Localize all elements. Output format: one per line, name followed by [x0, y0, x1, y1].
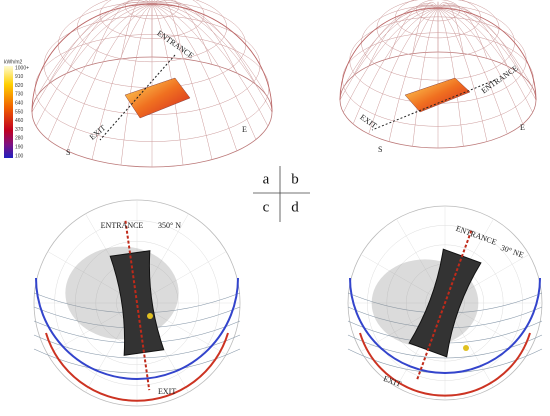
building	[124, 77, 191, 119]
panel-label: d	[291, 199, 299, 215]
axis-arrow	[124, 220, 151, 391]
sun-arc-red	[359, 332, 531, 397]
legend-label: 280	[15, 136, 24, 142]
legend-label: 820	[15, 83, 24, 89]
entrance-label: ENTRANCE	[480, 63, 520, 95]
compass-label: E	[242, 125, 247, 134]
dome-outline	[31, 3, 273, 113]
legend-label: 460	[15, 118, 24, 124]
dome-outline	[339, 7, 537, 101]
sun	[463, 345, 469, 351]
building	[404, 77, 471, 113]
sky-spoke	[360, 254, 446, 304]
layout	[31, 0, 543, 407]
color-scale	[4, 66, 13, 158]
sky-spoke	[136, 251, 227, 304]
entrance-label: ENTRANCE	[155, 29, 195, 61]
exit-label: EXIT	[88, 123, 108, 142]
legend-label: 1000+	[15, 65, 29, 71]
legend-label: 100	[15, 153, 24, 159]
sun-arc-red	[45, 332, 229, 402]
legend-title: kWh/m2	[4, 59, 23, 65]
exit-label: EXIT	[358, 113, 378, 131]
panel-label: c	[263, 199, 270, 215]
sun	[147, 313, 153, 319]
sun-path	[347, 334, 543, 359]
panel-label: b	[291, 171, 299, 187]
axis-arrow	[416, 230, 473, 381]
panel-label: a	[263, 171, 270, 187]
legend-label: 640	[15, 101, 24, 107]
legend-label: 910	[15, 74, 24, 80]
legend-label: 190	[15, 145, 24, 151]
sun-arc-blue	[35, 277, 239, 380]
compass-label: E	[520, 123, 525, 132]
orientation-label: 350° N	[158, 221, 181, 230]
legend-labels: 1000+ 910 820 730 640 550 460 370 280 190 100	[15, 65, 29, 159]
entrance-label: ENTRANCE	[101, 221, 144, 230]
exit-label: EXIT	[158, 387, 176, 396]
legend-label: 730	[15, 92, 24, 98]
compass-label: S	[66, 148, 70, 157]
legend-label: 550	[15, 109, 24, 115]
orientation-label: 30° NE	[499, 243, 525, 260]
sun-path	[33, 334, 241, 359]
path-arrow	[99, 54, 176, 141]
entrance-label: ENTRANCE	[455, 224, 498, 247]
legend-label: 370	[15, 127, 24, 133]
sun-arc-blue	[349, 277, 541, 374]
compass-label: S	[378, 145, 382, 154]
exit-label: EXIT	[382, 374, 402, 389]
